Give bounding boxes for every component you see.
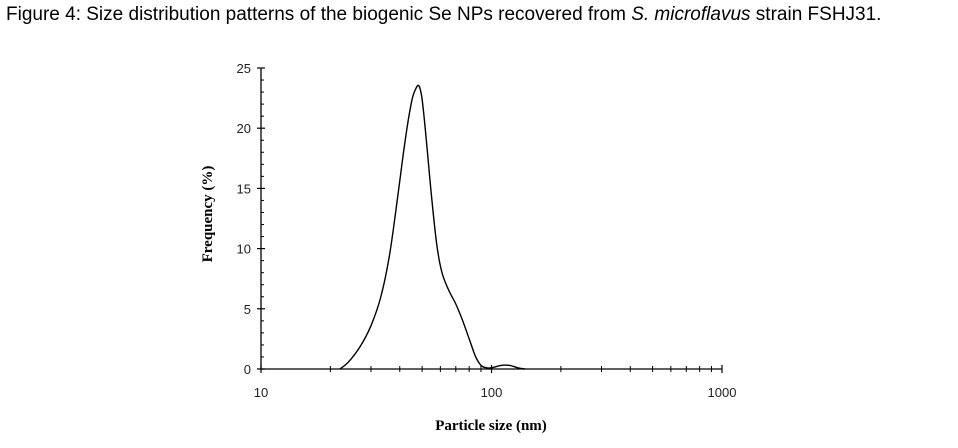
y-tick-label: 20 (237, 121, 251, 136)
x-tick-label: 10 (254, 385, 268, 400)
x-axis-ticks: 10 100 1000 (254, 365, 737, 400)
y-axis-title: Frequency (%) (200, 166, 216, 263)
y-tick-label: 10 (237, 242, 251, 257)
caption-species: S. microflavus (631, 4, 751, 25)
y-tick-label: 25 (237, 61, 251, 76)
y-tick-label: 5 (244, 302, 251, 317)
y-tick-label: 0 (244, 362, 251, 377)
x-tick-label: 100 (481, 385, 503, 400)
series-line (339, 84, 526, 370)
caption-suffix: strain FSHJ31. (750, 4, 882, 25)
caption-prefix: Figure 4: Size distribution patterns of … (6, 4, 632, 25)
x-axis-title: Particle size (nm) (435, 418, 547, 434)
figure-caption: Figure 4: Size distribution patterns of … (6, 4, 956, 26)
y-tick-label: 15 (237, 181, 251, 196)
x-tick-label: 1000 (708, 385, 737, 400)
y-axis-ticks: 0 5 10 15 20 25 (237, 61, 265, 377)
